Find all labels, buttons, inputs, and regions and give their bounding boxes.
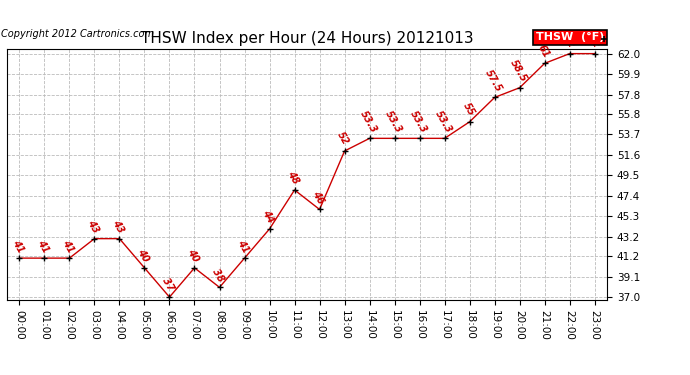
Text: 43: 43 — [110, 218, 126, 235]
Text: 53.3: 53.3 — [358, 109, 379, 135]
Text: 46: 46 — [310, 189, 326, 206]
Text: 57.5: 57.5 — [483, 68, 504, 93]
Text: 37: 37 — [161, 276, 176, 293]
Text: 53.3: 53.3 — [383, 109, 404, 135]
Text: 61: 61 — [535, 43, 551, 60]
Text: THSW  (°F): THSW (°F) — [536, 32, 604, 42]
Text: 38: 38 — [210, 267, 226, 284]
Text: Copyright 2012 Cartronics.com: Copyright 2012 Cartronics.com — [1, 28, 154, 39]
Text: 41: 41 — [10, 237, 26, 254]
Text: 43: 43 — [86, 218, 101, 235]
Title: THSW Index per Hour (24 Hours) 20121013: THSW Index per Hour (24 Hours) 20121013 — [141, 31, 473, 46]
Text: 58.5: 58.5 — [508, 58, 529, 84]
Text: 48: 48 — [286, 170, 301, 186]
Text: 62: 62 — [586, 33, 601, 50]
Text: 41: 41 — [35, 237, 51, 254]
Text: 40: 40 — [135, 247, 151, 264]
Text: 53.3: 53.3 — [408, 109, 428, 135]
Text: 55: 55 — [461, 101, 476, 118]
Text: 62: 62 — [561, 33, 576, 50]
Text: 53.3: 53.3 — [433, 109, 454, 135]
Text: 40: 40 — [186, 247, 201, 264]
Text: 44: 44 — [261, 209, 276, 225]
Text: 52: 52 — [335, 130, 351, 147]
Text: 41: 41 — [235, 237, 251, 254]
Text: 41: 41 — [61, 237, 76, 254]
